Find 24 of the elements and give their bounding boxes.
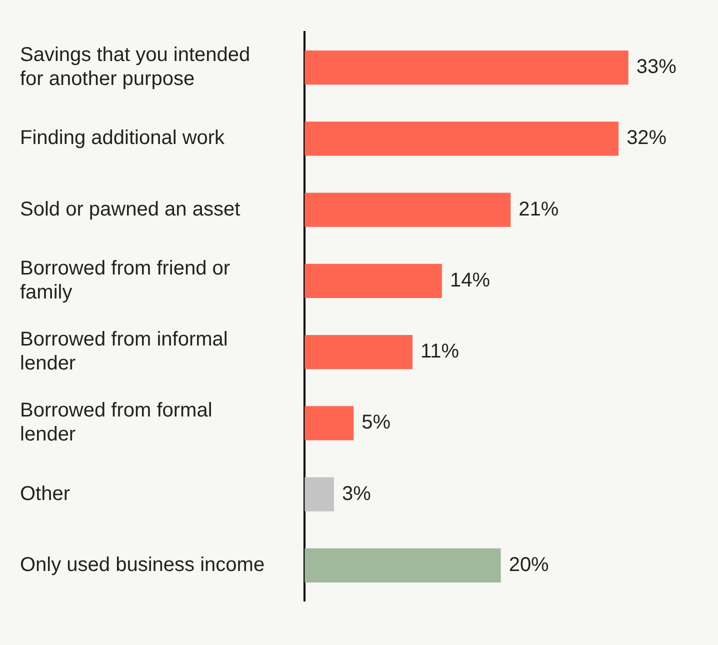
data-label: 21% <box>518 198 559 220</box>
bar <box>304 406 354 440</box>
bar <box>304 50 628 85</box>
data-label: 11% <box>420 340 460 363</box>
y-tick-label: Sold or pawned an asset <box>20 198 241 220</box>
data-label: 20% <box>508 554 550 576</box>
data-label: 5% <box>362 412 391 434</box>
y-tick-label: Borrowed from friend or family <box>20 257 230 304</box>
bar <box>304 264 442 298</box>
bar <box>304 548 501 583</box>
y-tick-label: Other <box>20 482 70 505</box>
bar <box>304 477 334 512</box>
bar <box>304 122 619 156</box>
data-label: 14% <box>450 269 490 292</box>
y-tick-label: Finding additional work <box>20 127 226 150</box>
data-label: 33% <box>636 56 677 78</box>
data-label: 3% <box>342 482 372 505</box>
bar <box>304 334 413 370</box>
bar <box>304 192 511 227</box>
y-tick-label: Savings that you intended for another purpose <box>20 44 250 90</box>
y-tick-label: Borrowed from informal lender <box>20 328 228 375</box>
y-tick-label: Only used business income <box>20 554 265 576</box>
data-label: 32% <box>626 127 667 150</box>
y-tick-label: Borrowed from formal lender <box>20 400 212 446</box>
